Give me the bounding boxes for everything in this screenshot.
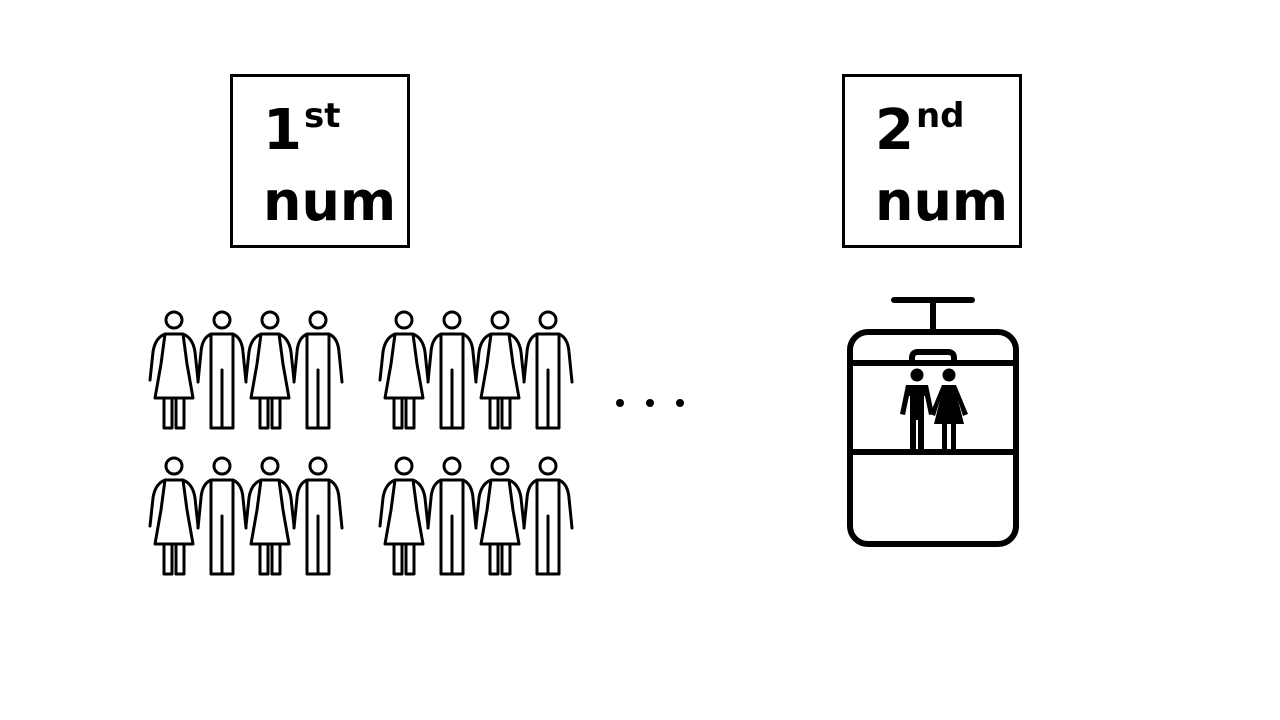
second-suffix: nd xyxy=(915,96,965,136)
man-icon xyxy=(522,310,574,430)
man-icon xyxy=(196,456,248,576)
man-icon xyxy=(292,456,344,576)
first-word: num xyxy=(263,170,397,233)
second-word: num xyxy=(875,170,1009,233)
first-num-box: 1st num xyxy=(230,74,410,248)
woman-icon xyxy=(148,310,200,430)
woman-icon xyxy=(148,456,200,576)
man-icon xyxy=(196,310,248,430)
man-icon xyxy=(900,368,934,450)
woman-icon xyxy=(378,456,430,576)
ellipsis-dot xyxy=(646,399,654,407)
cable-car-passengers xyxy=(900,368,968,450)
ellipsis-dot xyxy=(616,399,624,407)
crowd-group xyxy=(148,310,574,576)
second-ordinal: 2nd xyxy=(875,99,965,159)
first-ordinal: 1st xyxy=(263,99,340,159)
woman-icon xyxy=(930,368,968,450)
cabin-body xyxy=(847,329,1019,547)
woman-icon xyxy=(474,310,526,430)
man-icon xyxy=(426,456,478,576)
woman-icon xyxy=(244,310,296,430)
first-number: 1 xyxy=(263,98,302,163)
man-icon xyxy=(426,310,478,430)
second-num-box: 2nd num xyxy=(842,74,1022,248)
first-suffix: st xyxy=(303,96,341,136)
second-number: 2 xyxy=(875,98,914,163)
man-icon xyxy=(292,310,344,430)
woman-icon xyxy=(244,456,296,576)
ellipsis-dot xyxy=(676,399,684,407)
woman-icon xyxy=(378,310,430,430)
cable-car-icon xyxy=(847,297,1019,547)
cabin-roof-bump xyxy=(909,349,957,366)
man-icon xyxy=(522,456,574,576)
woman-icon xyxy=(474,456,526,576)
ellipsis-icon xyxy=(616,399,684,407)
